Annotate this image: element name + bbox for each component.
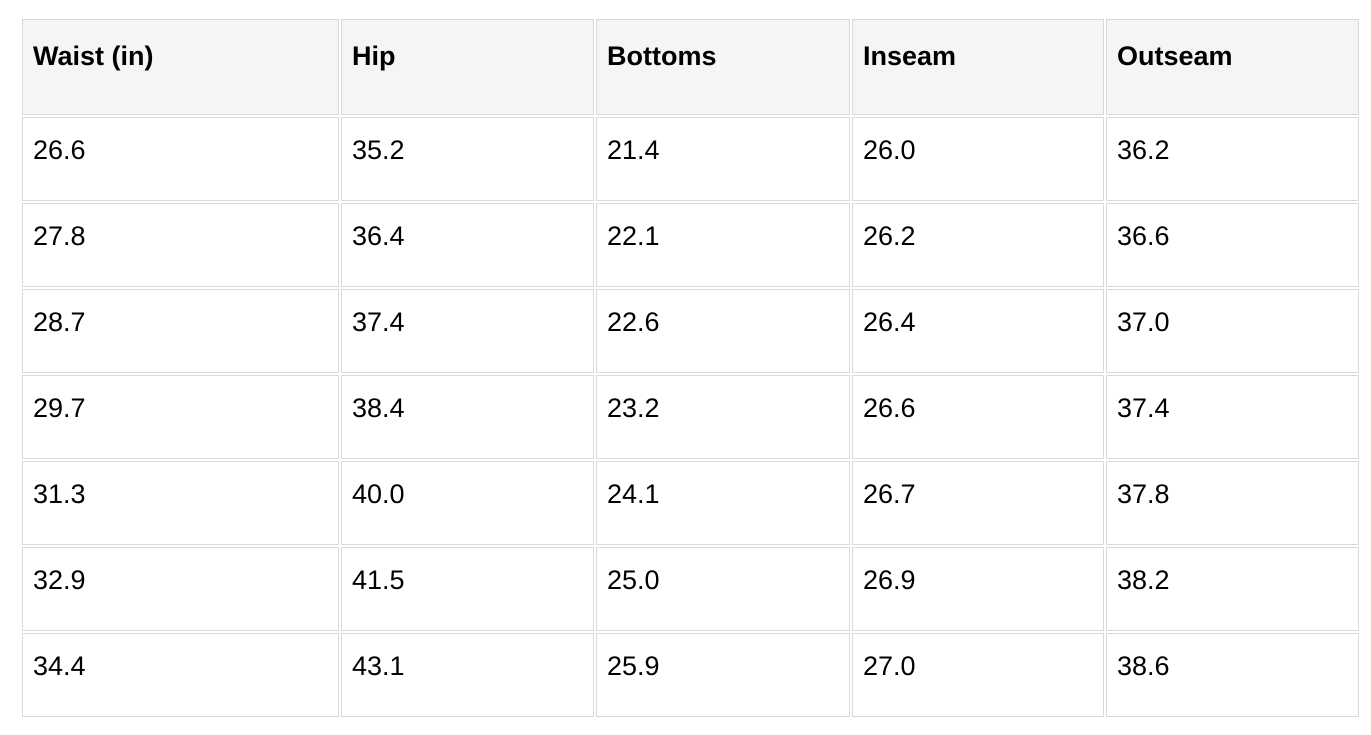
table-cell: 27.0 — [852, 633, 1104, 717]
table-cell: 28.7 — [22, 289, 339, 373]
table-cell: 35.2 — [341, 117, 594, 201]
table-cell: 36.6 — [1106, 203, 1359, 287]
table-cell: 43.1 — [341, 633, 594, 717]
table-cell: 38.6 — [1106, 633, 1359, 717]
table-cell: 41.5 — [341, 547, 594, 631]
table-cell: 27.8 — [22, 203, 339, 287]
column-header-waist: Waist (in) — [22, 19, 339, 115]
column-header-outseam: Outseam — [1106, 19, 1359, 115]
table-row: 29.7 38.4 23.2 26.6 37.4 — [22, 375, 1359, 459]
table-cell: 31.3 — [22, 461, 339, 545]
table-cell: 26.2 — [852, 203, 1104, 287]
table-cell: 38.2 — [1106, 547, 1359, 631]
table-cell: 34.4 — [22, 633, 339, 717]
table-row: 31.3 40.0 24.1 26.7 37.8 — [22, 461, 1359, 545]
table-cell: 26.6 — [852, 375, 1104, 459]
table-row: 27.8 36.4 22.1 26.2 36.6 — [22, 203, 1359, 287]
table-cell: 25.9 — [596, 633, 850, 717]
table-cell: 26.0 — [852, 117, 1104, 201]
table-cell: 26.6 — [22, 117, 339, 201]
table-cell: 37.4 — [341, 289, 594, 373]
table-cell: 21.4 — [596, 117, 850, 201]
column-header-inseam: Inseam — [852, 19, 1104, 115]
table-cell: 29.7 — [22, 375, 339, 459]
table-row: 28.7 37.4 22.6 26.4 37.0 — [22, 289, 1359, 373]
table-cell: 23.2 — [596, 375, 850, 459]
table-cell: 32.9 — [22, 547, 339, 631]
table-row: 32.9 41.5 25.0 26.9 38.2 — [22, 547, 1359, 631]
table-cell: 36.2 — [1106, 117, 1359, 201]
table-cell: 37.0 — [1106, 289, 1359, 373]
table-row: 34.4 43.1 25.9 27.0 38.6 — [22, 633, 1359, 717]
size-chart-table: Waist (in) Hip Bottoms Inseam Outseam 26… — [20, 17, 1361, 719]
table-cell: 22.6 — [596, 289, 850, 373]
table-cell: 38.4 — [341, 375, 594, 459]
table-cell: 26.4 — [852, 289, 1104, 373]
table-cell: 22.1 — [596, 203, 850, 287]
table-cell: 36.4 — [341, 203, 594, 287]
table-row: 26.6 35.2 21.4 26.0 36.2 — [22, 117, 1359, 201]
table-cell: 24.1 — [596, 461, 850, 545]
table-cell: 37.4 — [1106, 375, 1359, 459]
table-cell: 37.8 — [1106, 461, 1359, 545]
column-header-hip: Hip — [341, 19, 594, 115]
table-cell: 40.0 — [341, 461, 594, 545]
table-cell: 25.0 — [596, 547, 850, 631]
table-cell: 26.9 — [852, 547, 1104, 631]
header-row: Waist (in) Hip Bottoms Inseam Outseam — [22, 19, 1359, 115]
table-cell: 26.7 — [852, 461, 1104, 545]
column-header-bottoms: Bottoms — [596, 19, 850, 115]
